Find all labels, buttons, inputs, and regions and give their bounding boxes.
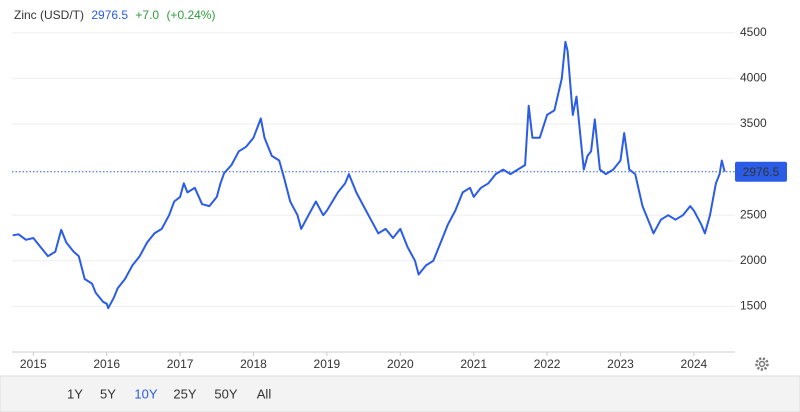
range-button[interactable]: 10Y xyxy=(134,386,157,401)
x-tick-label: 2020 xyxy=(387,357,414,371)
last-value: 2976.5 xyxy=(91,8,128,22)
y-tick-label: 1500 xyxy=(740,299,767,313)
y-tick-label: 3500 xyxy=(740,116,767,130)
chart-header: Zinc (USD/T) 2976.5 +7.0 (+0.24%) xyxy=(14,8,215,22)
x-tick-label: 2016 xyxy=(93,357,120,371)
last-value-label: 2976.5 xyxy=(743,165,780,179)
x-tick-label: 2019 xyxy=(314,357,341,371)
x-tick-label: 2021 xyxy=(460,357,487,371)
y-tick-label: 4500 xyxy=(740,25,767,39)
y-tick-label: 2500 xyxy=(740,207,767,221)
x-tick-label: 2018 xyxy=(240,357,267,371)
last-value-box xyxy=(735,161,787,182)
range-button[interactable]: All xyxy=(257,386,272,401)
x-tick-label: 2022 xyxy=(534,357,561,371)
x-tick-label: 2024 xyxy=(681,357,708,371)
range-button[interactable]: 5Y xyxy=(100,386,116,401)
range-bar xyxy=(0,375,800,412)
x-tick-label: 2017 xyxy=(167,357,194,371)
settings-icon[interactable] xyxy=(755,357,769,371)
range-button[interactable]: 25Y xyxy=(173,386,196,401)
price-line xyxy=(12,40,726,310)
range-button[interactable]: 1Y xyxy=(67,386,83,401)
x-tick-label: 2023 xyxy=(607,357,634,371)
chart-title: Zinc (USD/T) xyxy=(14,8,84,22)
y-tick-label: 4000 xyxy=(740,71,767,85)
range-button[interactable]: 50Y xyxy=(214,386,237,401)
change: +7.0 xyxy=(135,8,159,22)
x-tick-label: 2015 xyxy=(20,357,47,371)
change-pct: (+0.24%) xyxy=(166,8,215,22)
y-tick-label: 2000 xyxy=(740,253,767,267)
